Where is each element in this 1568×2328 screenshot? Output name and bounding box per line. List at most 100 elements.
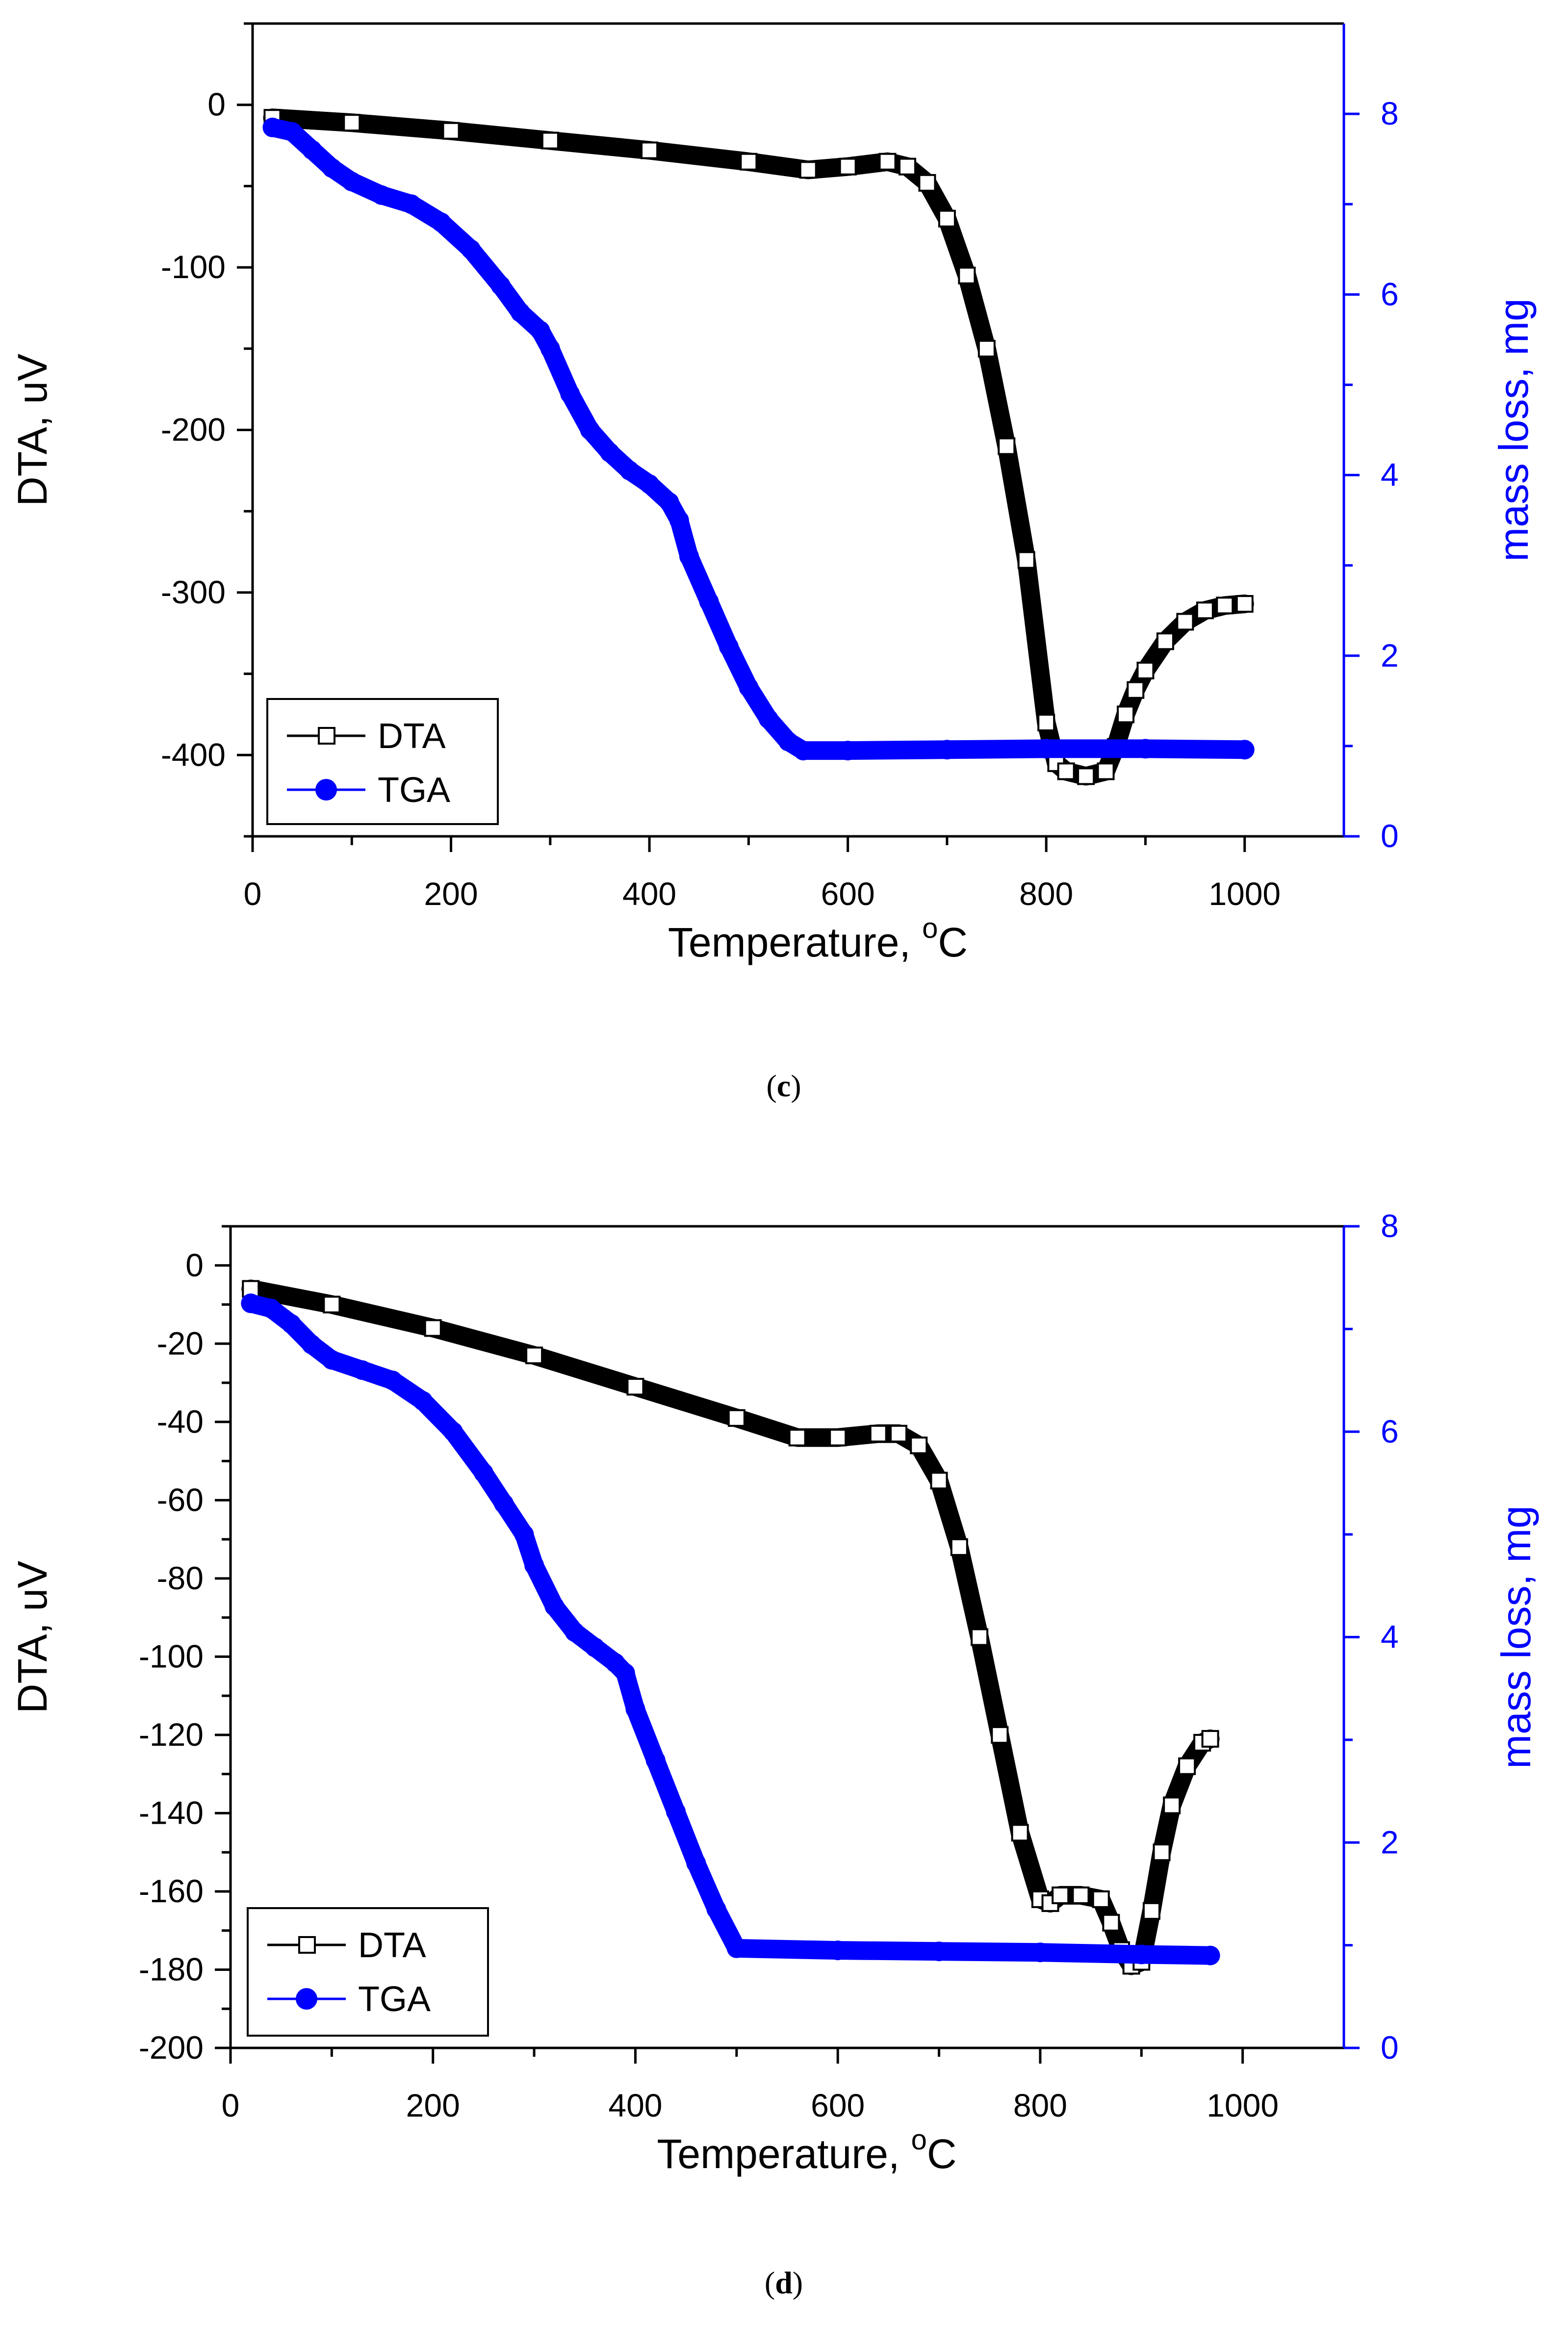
data-point-dta [998,437,1016,455]
data-point-dta [971,1628,989,1646]
data-point-tga [342,172,362,192]
legend: DTA TGA [266,698,499,825]
data-point-dta [1097,762,1115,780]
data-point-dta [1037,714,1055,732]
x-tick-label: 600 [811,2087,865,2123]
data-point-dta [788,1428,806,1447]
y2-axis-title: mass loss, mg [1491,298,1537,562]
y-tick-label: -100 [139,1638,204,1674]
y2-axis-title: mass loss, mg [1493,1505,1539,1769]
x-axis-title-unit: C [927,2131,957,2177]
y-tick-label: 0 [185,1247,204,1283]
data-point-tga [461,239,481,259]
data-point-tga [758,709,778,729]
y-tick-label: -140 [139,1794,204,1831]
data-point-tga [322,158,342,178]
data-point-tga [281,1314,301,1334]
data-point-tga [413,1391,433,1411]
legend-marker-dta [318,727,335,745]
data-point-tga [686,1853,706,1873]
data-point-dta [1136,661,1155,679]
data-point-tga [1234,740,1255,760]
data-point-tga [793,741,813,761]
data-point-dta [869,1424,887,1443]
data-point-tga [679,546,699,567]
x-tick-label: 800 [1019,876,1073,912]
x-tick-label: 200 [424,876,478,912]
y-tick-label: -300 [161,574,226,610]
data-point-dta [1072,1886,1090,1904]
x-axis-title: Temperature, oC [668,912,968,965]
data-point-dta [1102,1914,1120,1932]
y-tick-label: -160 [139,1873,204,1909]
y2-tick-label: 6 [1381,1413,1399,1449]
data-point-tga [699,592,719,612]
data-point-tga [565,1622,585,1642]
x-axis-title-superscript: o [911,2124,927,2156]
legend-marker-dta [298,1936,316,1954]
legend-label-dta: DTA [358,1926,426,1965]
data-point-tga [282,122,302,142]
data-point-dta [541,131,559,150]
data-point-dta [323,1295,341,1314]
series-line-tga [241,1294,1220,1965]
data-point-dta [343,114,361,132]
data-point-dta [1017,551,1035,569]
data-point-tga [619,461,640,481]
data-point-tga [490,275,511,295]
data-point-dta [1127,681,1145,699]
data-point-dta [1153,1843,1171,1862]
data-point-dta [1077,767,1095,785]
data-point-dta [424,1319,442,1337]
data-point-tga [1030,1942,1050,1963]
data-point-dta [1176,613,1194,631]
data-point-tga [669,510,689,530]
data-point-tga [494,1494,514,1514]
y-tick-label: -180 [139,1951,204,1987]
y2-tick-label: 2 [1381,1824,1399,1860]
data-point-dta [890,1424,907,1443]
y-axis-title: DTA, uV [9,1561,55,1713]
y2-tick-label: 2 [1381,637,1399,673]
y-tick-label: 0 [207,86,226,123]
series-dta [241,1279,1220,1975]
panel-c-chart: 0 200 400 600 800 1000 0 -100 -200 -300 -400 0 2 4 6 8 T… [9,22,1537,965]
legend-label-dta: DTA [378,717,446,756]
y-tick-label: -80 [157,1560,204,1596]
data-point-dta [626,1378,644,1396]
data-point-dta [1057,762,1075,780]
x-tick-label: 1000 [1207,2087,1279,2123]
data-point-dta [829,1428,847,1447]
data-point-tga [540,338,560,359]
data-point-tga [524,1555,544,1575]
data-point-tga [431,212,451,233]
y-tick-label: -200 [161,412,226,448]
y2-tick-label: 0 [1381,818,1399,854]
data-point-tga [838,741,858,761]
data-point-dta [878,153,897,171]
data-point-tga [544,1596,565,1616]
data-point-tga [645,1750,666,1770]
data-point-dta [1117,705,1134,724]
data-point-tga [659,492,679,512]
legend-box [266,698,499,825]
data-point-dta [1178,1757,1196,1775]
data-point-tga [371,185,391,205]
data-point-dta [727,1409,745,1427]
data-point-dta [1163,1796,1181,1814]
y-tick-label: -120 [139,1716,204,1753]
data-point-tga [530,320,550,340]
x-axis-title-text: Temperature, [657,2131,911,2177]
y2-tick-label: 6 [1381,276,1399,312]
panel-d-caption: (d) [765,2265,803,2300]
data-point-tga [352,1360,372,1380]
y-tick-label: -400 [161,736,226,773]
data-point-tga [580,420,600,440]
data-point-dta [740,153,758,171]
y-tick-label: -40 [157,1403,204,1440]
data-point-tga [625,1699,645,1719]
y-axis-title: DTA, uV [9,354,55,506]
data-point-tga [401,194,421,214]
legend-marker-tga [296,1988,317,2010]
data-point-dta [1011,1824,1029,1842]
